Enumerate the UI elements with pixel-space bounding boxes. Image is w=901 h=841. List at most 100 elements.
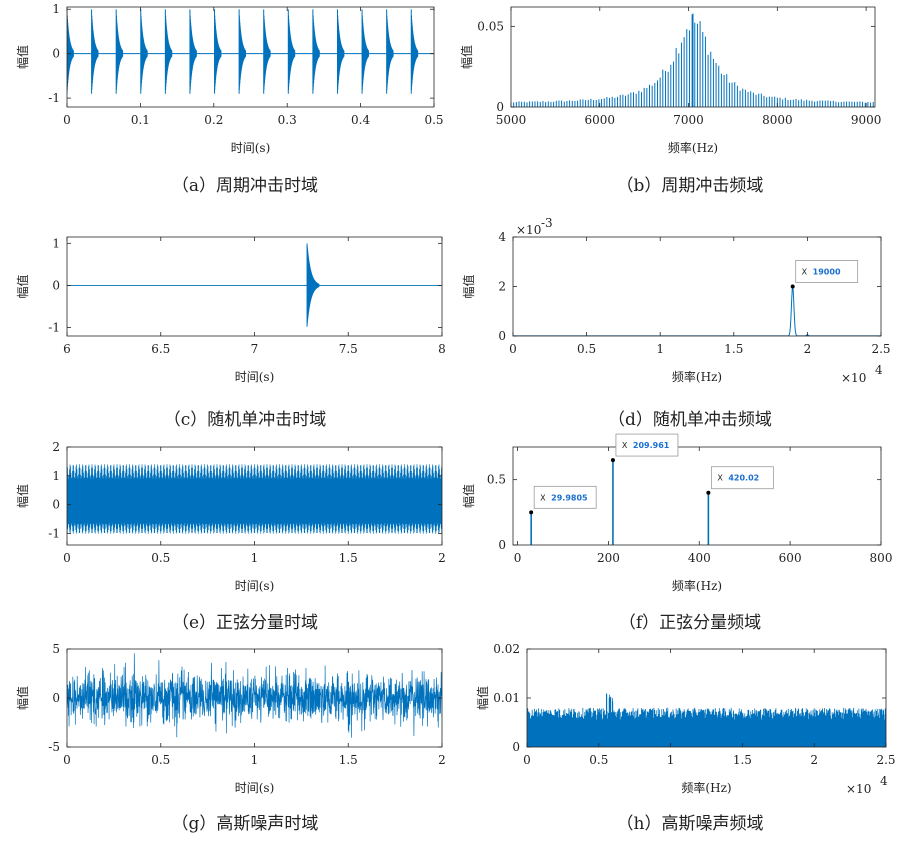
x-tick-label: 0 (509, 342, 517, 356)
y-tick-label: -5 (48, 740, 60, 754)
x-tick-label: 6000 (585, 113, 616, 127)
x-tick-label: 0.4 (351, 113, 370, 127)
x-tick-label: 6 (63, 342, 71, 356)
x-tick-label: 2 (438, 753, 446, 767)
x-tick-label: 6.5 (151, 342, 170, 356)
sine-signal (67, 464, 442, 534)
y-axis-label: 幅值 (15, 274, 30, 298)
x-exponent: ×10 (841, 371, 866, 385)
y-tick-label: 0.01 (493, 691, 520, 705)
y-tick-label: -1 (48, 526, 60, 540)
y-tick-label: 0 (498, 329, 506, 343)
y-tick-label: 0.02 (493, 642, 520, 656)
axes-box-c (66, 236, 443, 337)
panel-c: 6 6.5 7 7.5 8 -1 0 1 时间(s) 幅值 （c）随机单冲击时域 (15, 236, 446, 430)
x-tick-label: 0.5 (577, 342, 596, 356)
x-axis-label: 时间(s) (235, 781, 275, 795)
y-tick-label: -1 (48, 321, 60, 335)
datatip-marker (790, 284, 795, 289)
y-tick-label: -1 (48, 91, 60, 105)
x-tick-label: 1 (251, 753, 259, 767)
x-tick-label: 0 (63, 753, 71, 767)
x-tick-label: 2.5 (876, 753, 895, 767)
noise-spectrum (527, 693, 886, 747)
y-axis-label: 幅值 (461, 274, 476, 298)
y-tick-label: 2 (498, 280, 506, 294)
x-tick-label: 0.5 (589, 753, 608, 767)
spectrum-lines (511, 13, 874, 107)
y-tick-label: 0.05 (477, 19, 504, 33)
x-tick-label: 0 (63, 113, 71, 127)
x-tick-label: 1.5 (339, 753, 358, 767)
panel-caption: （e）正弦分量时域 (172, 613, 318, 633)
datatip-marker (706, 490, 711, 495)
x-tick-label: 0.3 (278, 113, 297, 127)
y-axis-label: 幅值 (475, 686, 490, 710)
x-tick-label: 0.5 (424, 113, 443, 127)
panel-caption: （b）周期冲击频域 (617, 176, 764, 196)
y-tick-label: 0 (52, 278, 60, 292)
datatip-label: 209.961 (633, 441, 670, 450)
datatip-label: 420.02 (728, 474, 759, 483)
x-tick-label: 1 (656, 342, 664, 356)
series-h (527, 693, 886, 747)
panel-h: 0 0.5 1 1.5 2 2.5 0 0.01 0.02 ×10 4 频率(Hz) 幅值 （h）高斯噪声… (475, 642, 896, 834)
x-tick-label: 5000 (496, 113, 527, 127)
x-tick-label: 8000 (762, 113, 793, 127)
y-tick-label: 0 (498, 538, 506, 552)
x-exponent-power: 4 (875, 363, 883, 377)
x-tick-label: 1 (251, 551, 259, 565)
y-exponent-power: -3 (541, 216, 553, 230)
series-f (530, 460, 710, 545)
datatip-x-marker: X (802, 268, 808, 277)
y-tick-label: 0 (52, 498, 60, 512)
datatip-marker (610, 458, 615, 463)
x-tick-label: 800 (870, 551, 893, 565)
x-tick-label: 1.5 (733, 753, 752, 767)
y-tick-label: 2 (52, 440, 60, 454)
y-tick-label: 0 (512, 740, 520, 754)
x-tick-label: 1.5 (724, 342, 743, 356)
x-tick-label: 0 (523, 753, 531, 767)
series-e (67, 464, 442, 534)
x-tick-label: 0.2 (204, 113, 223, 127)
panel-caption: （a）周期冲击时域 (172, 176, 318, 196)
y-axis-label: 幅值 (461, 484, 476, 508)
series-g (67, 653, 442, 738)
x-tick-label: 7.5 (339, 342, 358, 356)
x-axis-label: 时间(s) (235, 579, 275, 593)
datatip-label: 29.9805 (551, 493, 588, 502)
series-b (511, 13, 874, 107)
y-axis-label: 幅值 (15, 686, 30, 710)
spectrum-line (513, 286, 881, 336)
axes-box-b (510, 6, 876, 108)
noise-signal (67, 653, 442, 738)
panel-caption: （f）正弦分量频域 (619, 613, 761, 633)
y-tick-label: 0.5 (487, 473, 506, 487)
panel-caption: （h）高斯噪声频域 (617, 814, 764, 834)
x-tick-label: 7 (251, 342, 259, 356)
datatip-box (710, 466, 774, 490)
x-tick-label: 2 (810, 753, 818, 767)
series-c (67, 243, 442, 327)
y-axis-label: 幅值 (15, 45, 30, 69)
y-axis-label: 幅值 (459, 45, 474, 69)
x-tick-label: 600 (779, 551, 802, 565)
x-axis-label: 时间(s) (231, 141, 271, 155)
x-tick-label: 9000 (851, 113, 882, 127)
datatip-x-marker: X (540, 493, 546, 502)
panel-caption: （g）高斯噪声时域 (172, 814, 319, 834)
impulse (67, 243, 442, 327)
datatip-label: 19000 (813, 268, 841, 277)
datatip-box (615, 433, 679, 457)
x-tick-label: 400 (688, 551, 711, 565)
panel-f: 0 200 400 600 800 0 0.5 频率(Hz) 幅值 X 29.9805 X 209.96… (461, 433, 893, 633)
series-a (67, 9, 434, 94)
x-axis-label: 时间(s) (235, 370, 275, 384)
y-tick-label: 4 (498, 230, 506, 244)
y-tick-label: 5 (52, 642, 60, 656)
axes-box-d (512, 236, 882, 337)
